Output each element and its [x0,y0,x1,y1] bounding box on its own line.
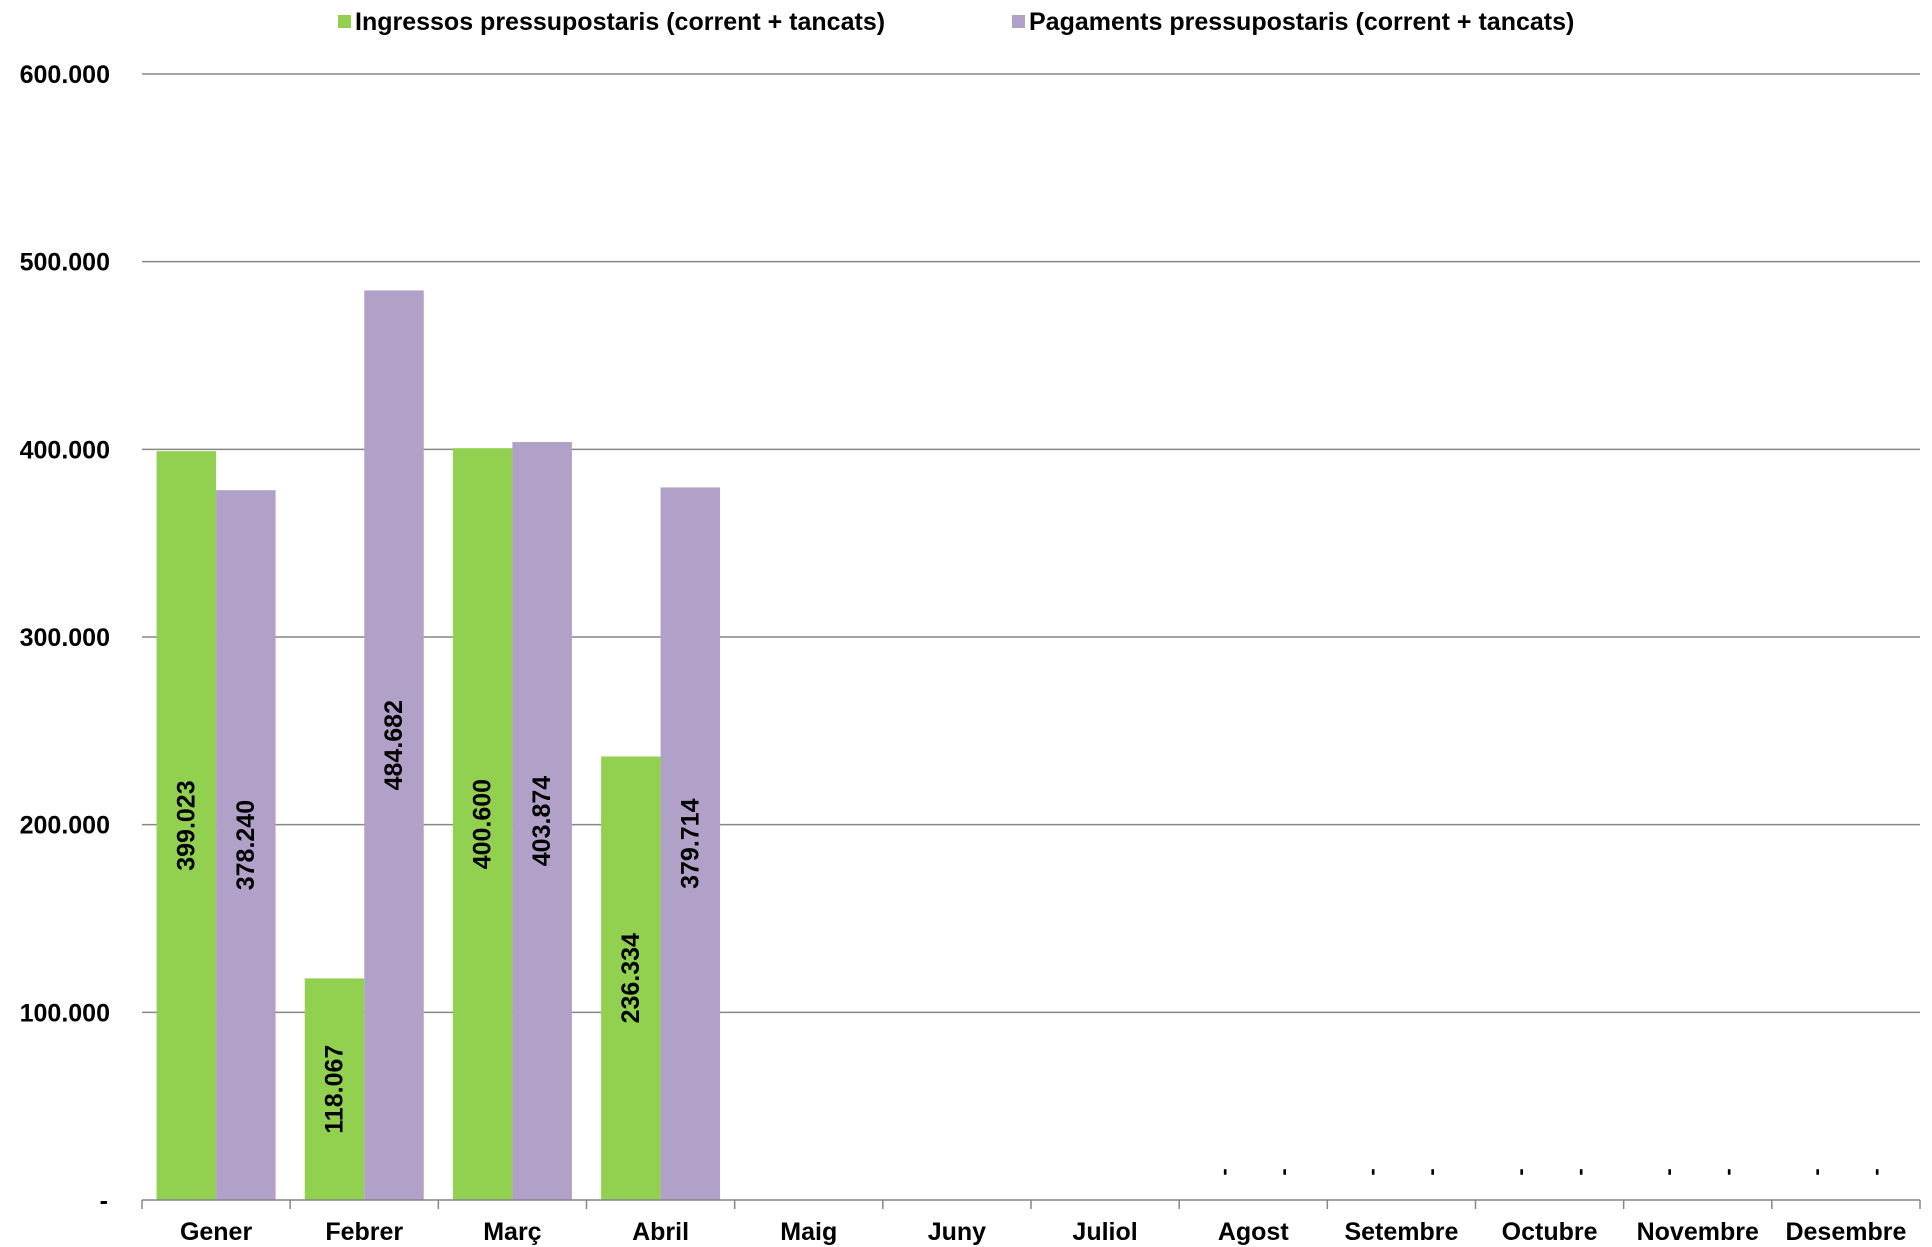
legend-label-ingressos: Ingressos pressupostaris (corrent + tanc… [355,8,885,36]
data-label: - [1804,1168,1829,1175]
legend-label-pagaments: Pagaments pressupostaris (corrent + tanc… [1029,8,1574,36]
y-tick-label: 300.000 [20,624,110,652]
x-category-label: Agost [1218,1218,1290,1246]
y-tick-label: 600.000 [20,61,110,89]
bar [364,290,424,1200]
data-label: 400.600 [469,779,497,869]
y-axis-tick-labels: - 100.000 200.000 300.000 400.000 500.000 600.… [20,61,110,1215]
x-category-label: Febrer [325,1218,403,1246]
bar [660,487,721,1200]
gridlines [142,73,1920,1014]
bar [216,490,276,1201]
data-label: - [1507,1168,1532,1175]
x-axis: Gener Febrer Març Abril Maig Juny Juliol Agost S… [141,1199,1921,1246]
legend-swatch-pagaments [1012,15,1025,28]
data-label: - [1656,1168,1681,1175]
data-labels: 399.023 378.240 118.067 484.682 400.600 403.8… [172,700,1888,1176]
data-label: 379.714 [676,798,704,888]
legend: Ingressos pressupostaris (corrent + tanc… [338,8,1574,36]
x-category-label: Març [483,1218,541,1246]
x-category-label: Juliol [1072,1218,1137,1246]
bar [452,448,513,1200]
data-label: - [1419,1168,1444,1175]
x-category-label: Octubre [1502,1218,1598,1246]
data-label: - [1863,1168,1888,1175]
x-category-label: Abril [632,1218,689,1246]
y-tick-label: 400.000 [20,436,110,464]
data-label: - [1715,1168,1740,1175]
data-label: - [1359,1168,1384,1175]
x-category-label: Setembre [1344,1218,1458,1246]
bar [512,442,572,1201]
data-label: - [1271,1168,1296,1175]
bar [601,756,661,1200]
data-label: 118.067 [321,1045,349,1134]
x-category-label: Novembre [1637,1218,1759,1246]
data-label: 378.240 [232,800,260,890]
y-tick-label: - [100,1187,108,1215]
y-tick-label: 500.000 [20,249,110,277]
legend-swatch-ingressos [338,15,351,28]
bars [156,290,721,1201]
x-category-label: Desembre [1785,1218,1906,1246]
x-category-label: Maig [780,1218,837,1246]
bar [304,978,365,1200]
x-category-label: Gener [180,1218,253,1246]
x-category-label: Juny [928,1218,986,1246]
data-label: 403.874 [528,776,556,866]
data-label: 484.682 [380,700,408,790]
data-label: - [1567,1168,1592,1175]
data-label: 236.334 [617,933,645,1023]
bar [156,451,217,1200]
y-tick-label: 200.000 [20,812,110,840]
y-tick-label: 100.000 [20,999,110,1027]
data-label: 399.023 [172,780,200,870]
data-label: - [1211,1168,1236,1175]
